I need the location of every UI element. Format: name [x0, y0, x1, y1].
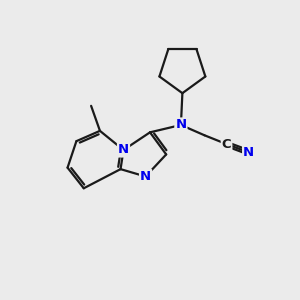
Text: C: C: [222, 138, 231, 151]
Text: N: N: [176, 118, 187, 131]
Text: N: N: [140, 170, 151, 183]
Text: N: N: [243, 146, 254, 159]
Text: N: N: [118, 143, 129, 157]
